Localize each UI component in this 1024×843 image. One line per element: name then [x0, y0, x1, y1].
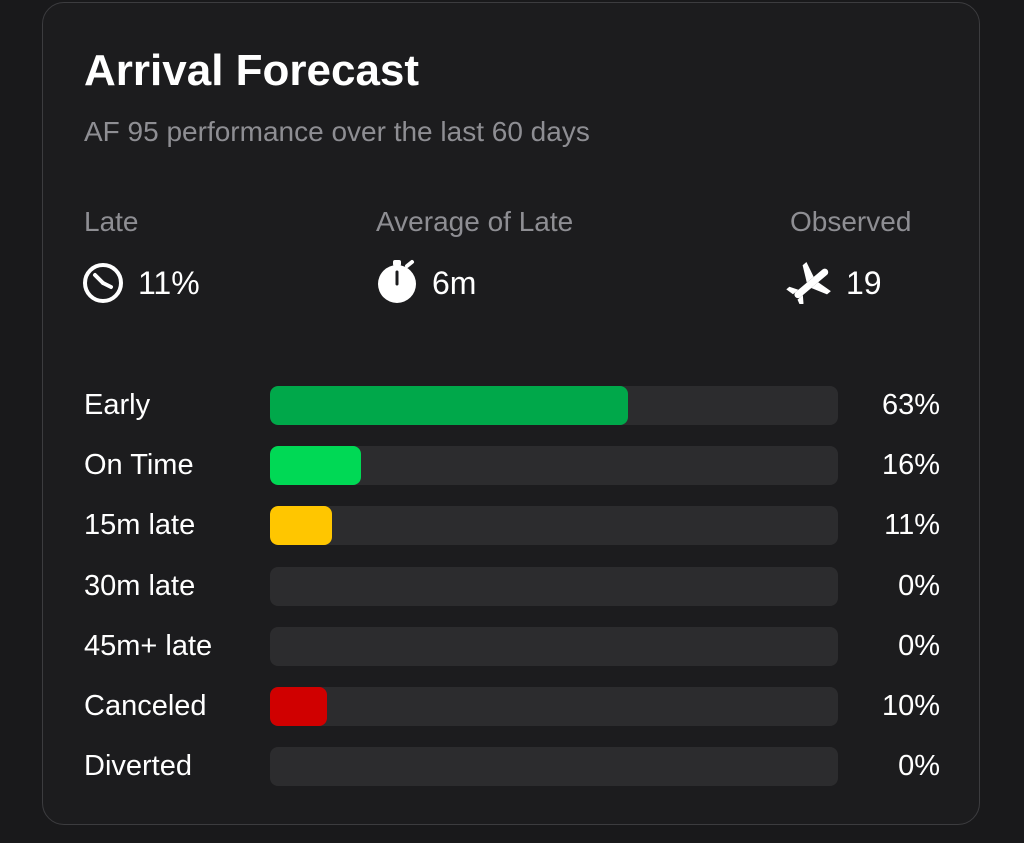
bar-track — [270, 626, 838, 666]
bar — [270, 687, 327, 726]
stat-value: 19 — [846, 265, 882, 301]
bar-track — [270, 446, 838, 486]
bar-track — [270, 506, 838, 546]
stopwatch-icon — [378, 260, 416, 303]
bar — [270, 386, 628, 425]
subtitle: AF 95 performance over the last 60 days — [84, 116, 590, 147]
row-label: 15m late — [84, 509, 196, 542]
bar-track — [270, 566, 838, 606]
bar-track — [270, 687, 838, 726]
row-value: 63% — [881, 389, 940, 421]
row-label: Canceled — [84, 690, 207, 722]
row-value: 0% — [898, 750, 940, 783]
row-value: 10% — [881, 690, 940, 722]
title: Arrival Forecast — [84, 46, 420, 95]
bar — [270, 506, 333, 546]
plane-icon — [786, 262, 831, 304]
row-value: 0% — [898, 569, 940, 602]
row-value: 11% — [884, 509, 940, 542]
stat-label: Average of Late — [376, 206, 574, 237]
bar-track — [270, 747, 838, 787]
row-value: 16% — [881, 449, 940, 482]
row-label: Diverted — [84, 750, 192, 783]
stat-label: Observed — [790, 206, 912, 237]
row-label: 30m late — [84, 569, 196, 602]
clock-icon — [83, 263, 123, 303]
row-label: Early — [84, 389, 151, 421]
bar-track — [270, 386, 838, 425]
row-label: 45m+ late — [84, 629, 213, 662]
row-value: 0% — [898, 629, 940, 662]
stat-value: 6m — [432, 265, 477, 301]
stat-value: 11% — [138, 265, 200, 301]
bar — [270, 446, 361, 486]
stat-label: Late — [84, 206, 139, 237]
row-label: On Time — [84, 449, 194, 482]
